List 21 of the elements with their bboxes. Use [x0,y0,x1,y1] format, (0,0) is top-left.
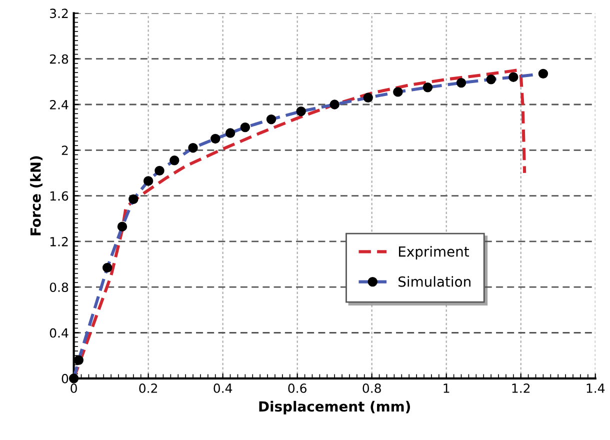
x-tick-label: 1.4 [586,384,605,393]
x-tick-label: 1.2 [512,383,530,393]
x-axis-title: Displacement (mm) [259,400,410,414]
y-tick-label: 1.6 [50,191,68,201]
x-tick-label: 0.2 [139,383,158,393]
x-tick-label: 0.6 [288,383,306,393]
y-tick-label: 2.8 [50,54,68,64]
x-tick-label: 0 [70,383,77,393]
x-tick-label: 0.4 [214,383,232,393]
y-tick-label: 3.2 [50,8,68,18]
legend-label: Expriment [398,246,469,260]
y-axis-title: Force (kN) [30,156,42,236]
y-tick-label: 0.4 [50,328,68,338]
y-tick-label: 0 [62,374,68,384]
y-tick-label: 2 [62,146,68,155]
legend-label: Simulation [398,276,470,287]
x-tick-label: 0.8 [362,383,381,393]
y-tick-label: 1.2 [50,236,68,246]
x-tick-label: 1 [444,384,450,393]
y-tick-label: 0.8 [50,282,68,292]
y-tick-label: 2.4 [50,100,68,110]
